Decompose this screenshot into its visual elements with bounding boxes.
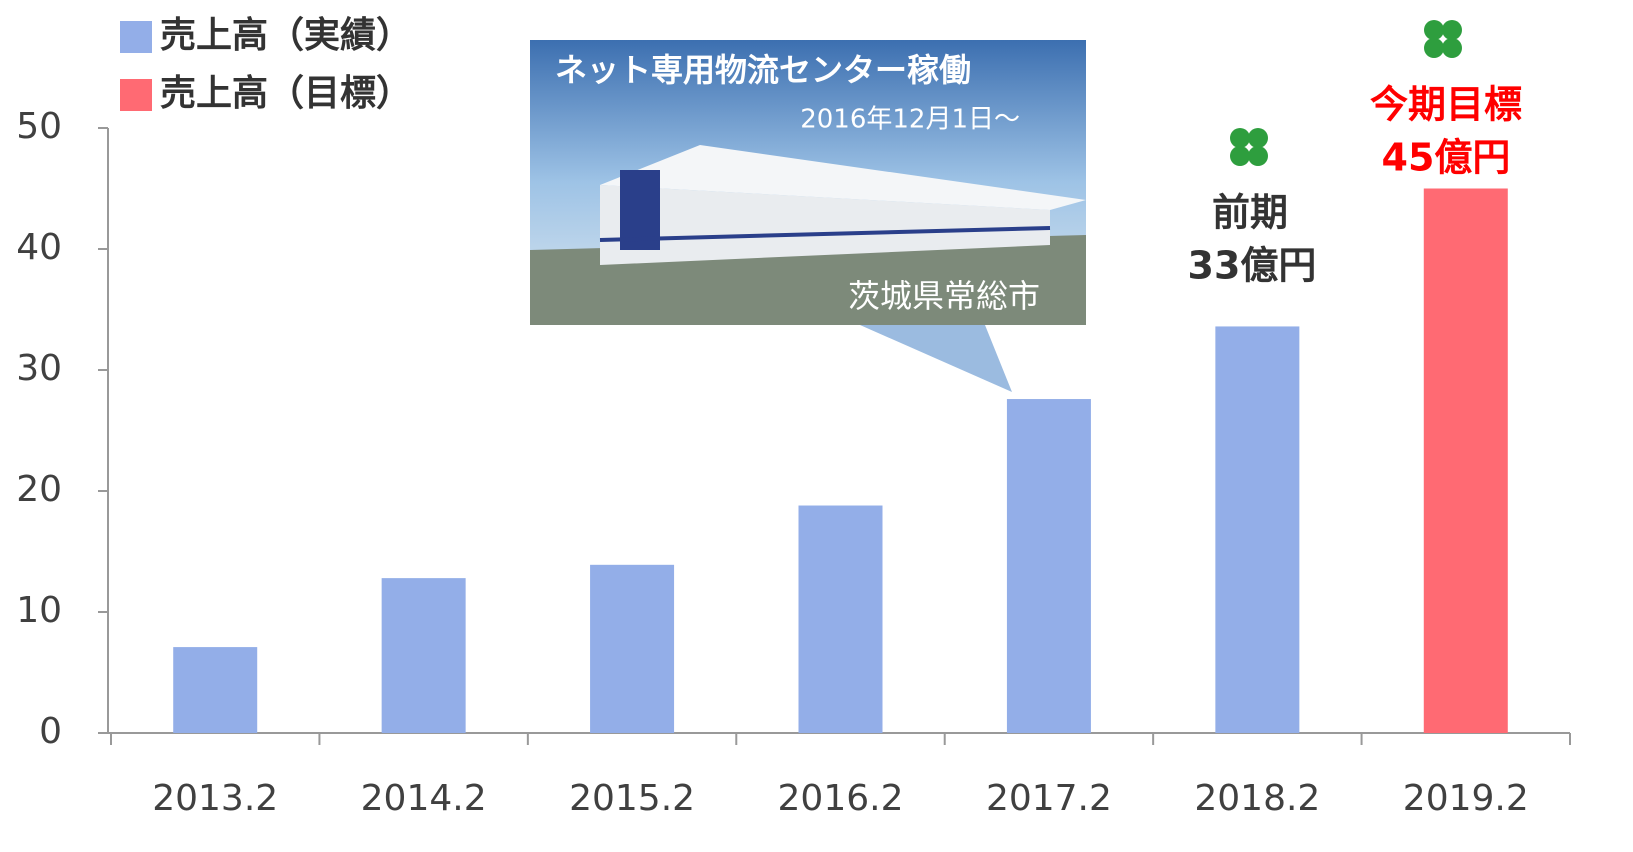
callout: ネット専用物流センター稼働 2016年12月1日～ 茨城県常総市: [530, 40, 1086, 392]
bar: [382, 578, 466, 733]
y-tick-label: 0: [39, 711, 62, 752]
y-tick-label: 40: [16, 227, 62, 268]
bar: [799, 506, 883, 733]
callout-title: ネット専用物流センター稼働: [555, 51, 971, 89]
y-tick-label: 50: [16, 106, 62, 147]
y-tick-label: 20: [16, 469, 62, 510]
target-label: 今期目標: [1370, 83, 1522, 127]
bar: [590, 565, 674, 733]
x-tick-label: 2015.2: [569, 778, 695, 819]
bar: [1424, 189, 1508, 734]
legend-swatch: [120, 79, 152, 111]
y-tick-label: 10: [16, 590, 62, 631]
previous-value: 33億円: [1188, 244, 1317, 288]
y-tick-label: 30: [16, 348, 62, 389]
callout-location: 茨城県常総市: [848, 277, 1040, 315]
chart: ネット専用物流センター稼働 2016年12月1日～ 茨城県常総市 前期 33億円…: [0, 0, 1633, 852]
previous-label: 前期: [1212, 191, 1288, 235]
target-value: 45億円: [1382, 136, 1511, 180]
callout-pointer: [860, 325, 1012, 392]
legend-swatch: [120, 21, 152, 53]
legend-label: 売上高（実績）: [160, 15, 412, 56]
x-tick-label: 2019.2: [1403, 778, 1529, 819]
bar: [173, 647, 257, 733]
bar: [1007, 399, 1091, 733]
bar: [1215, 326, 1299, 733]
x-tick-label: 2017.2: [986, 778, 1112, 819]
x-tick-label: 2013.2: [152, 778, 278, 819]
x-tick-label: 2014.2: [361, 778, 487, 819]
x-tick-label: 2016.2: [778, 778, 904, 819]
legend-label: 売上高（目標）: [160, 73, 412, 114]
x-tick-label: 2018.2: [1194, 778, 1320, 819]
callout-date: 2016年12月1日～: [800, 105, 1020, 135]
